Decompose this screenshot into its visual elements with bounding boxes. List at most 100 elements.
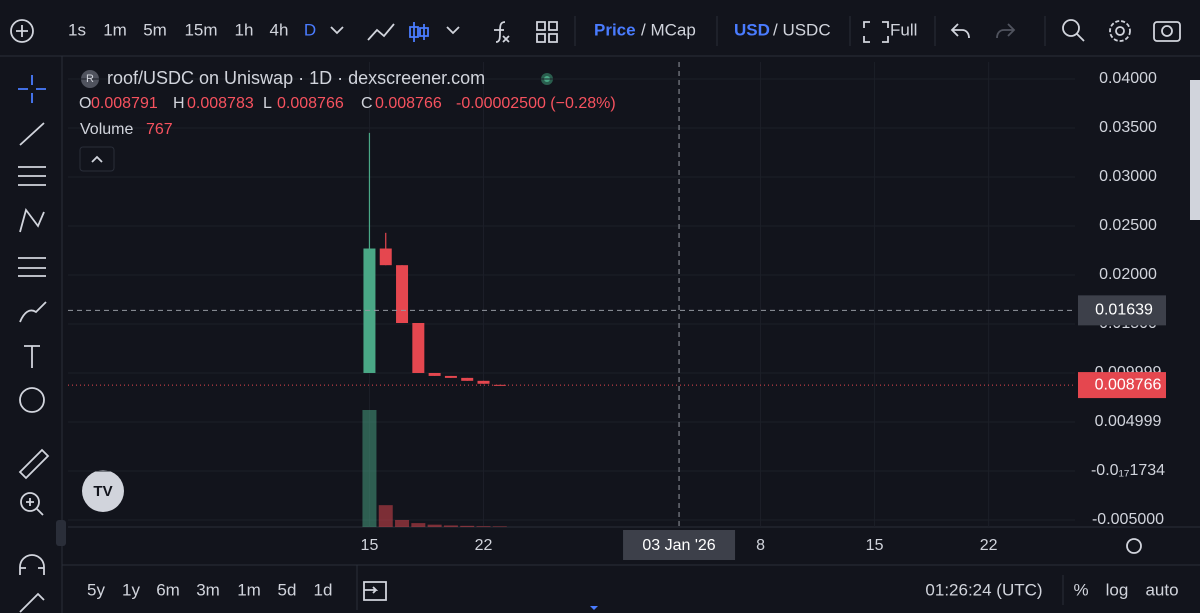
range-button[interactable]: 1d [314, 580, 333, 599]
layout-icon[interactable] [536, 21, 558, 43]
price-toggle[interactable]: Price [594, 20, 636, 39]
range-button[interactable]: 1y [122, 580, 140, 599]
y-tick-label: 0.02000 [1099, 266, 1157, 283]
indicators-icon[interactable] [494, 21, 510, 43]
legend-c-label: C [361, 95, 373, 112]
volume-bar [476, 526, 491, 527]
range-button[interactable]: 5y [87, 580, 105, 599]
legend-o: 0.008791 [91, 95, 158, 112]
x-tick-label: 22 [980, 537, 998, 554]
y-tick-label: 0.004999 [1095, 413, 1162, 430]
clock: 01:26:24 (UTC) [925, 580, 1042, 599]
full-button[interactable]: Full [890, 20, 917, 39]
collapse-sidebar[interactable] [56, 520, 66, 546]
y-tick-label: 0.02500 [1099, 217, 1157, 234]
window-edge [1190, 80, 1200, 220]
candle-body [379, 248, 392, 266]
candle-body [477, 380, 490, 384]
chart-type-dropdown[interactable] [446, 26, 460, 35]
ruler-tool-2[interactable] [19, 592, 45, 613]
zoom-tool[interactable] [20, 492, 40, 512]
range-button[interactable]: 6m [156, 580, 180, 599]
tv-logo[interactable] [82, 470, 124, 512]
alert-icon[interactable] [1062, 19, 1080, 37]
legend-h-label: H [173, 95, 185, 112]
volume-bar [395, 519, 410, 527]
candle-icon[interactable] [409, 22, 429, 42]
add-icon[interactable] [10, 19, 34, 43]
crosshair-tool[interactable] [18, 75, 46, 103]
interval-button[interactable]: 5m [143, 20, 167, 39]
fib-tool[interactable] [18, 166, 46, 186]
interval-button[interactable]: 1m [103, 20, 127, 39]
emoji-tool[interactable] [19, 387, 45, 413]
auto-toggle[interactable]: auto [1145, 580, 1178, 599]
x-tick-label: 15 [866, 537, 884, 554]
range-button[interactable]: 5d [278, 580, 297, 599]
candle-body [444, 375, 457, 378]
range-button[interactable]: 3m [196, 580, 220, 599]
magnet-tool[interactable] [19, 554, 45, 575]
interval-dropdown[interactable] [330, 26, 344, 35]
x-tick-label: 15 [361, 537, 379, 554]
volume-bar [411, 523, 426, 527]
legend-volume: 767 [146, 121, 173, 138]
crosshair-time-badge [623, 530, 736, 560]
candle-body [396, 265, 409, 324]
legend-change: -0.00002500 (−0.28%) [456, 95, 616, 112]
y-tick-label: 0.03500 [1099, 119, 1157, 136]
volume-bar [427, 524, 442, 527]
interval-button[interactable]: 15m [184, 20, 217, 39]
volume-bar [460, 525, 475, 527]
camera-icon[interactable] [1153, 21, 1181, 42]
volume-bar [378, 505, 393, 527]
zoom-tool-handle [26, 498, 44, 516]
brush-tool[interactable] [19, 301, 47, 323]
y-tick-label: -0.005000 [1092, 511, 1164, 528]
axis-settings[interactable] [1126, 538, 1142, 554]
collapse-legend-icon [91, 155, 103, 163]
camera-lens [1161, 25, 1173, 37]
collapse-legend[interactable] [79, 146, 115, 172]
crosshair-time-label: 03 Jan '26 [642, 537, 715, 554]
scroll-marker [590, 606, 598, 610]
last-price-label: 0.008766 [1095, 376, 1162, 393]
undo-icon[interactable] [950, 23, 970, 39]
usd-toggle[interactable]: USD [734, 20, 770, 39]
full-icon[interactable] [863, 21, 889, 43]
percent-toggle[interactable]: % [1073, 580, 1088, 599]
x-tick-label: 22 [475, 537, 493, 554]
alert-icon-handle [1076, 33, 1085, 42]
interval-button[interactable]: 1s [68, 20, 86, 39]
goto-date-icon[interactable] [363, 581, 387, 601]
trendline-tool[interactable] [19, 122, 45, 146]
candle-body [493, 384, 506, 386]
volume-bar [362, 410, 377, 527]
text-tool[interactable] [24, 345, 40, 368]
y-tick-label: 0.04000 [1099, 70, 1157, 87]
interval-button[interactable]: 1h [235, 20, 254, 39]
settings-icon-ring [1109, 20, 1131, 42]
line-chart-icon[interactable] [367, 23, 395, 41]
settings-icon[interactable] [1115, 26, 1125, 36]
mcap-toggle[interactable]: / MCap [641, 20, 696, 39]
interval-button[interactable]: D [304, 20, 316, 39]
ruler-tool[interactable] [18, 448, 50, 480]
range-button[interactable]: 1m [237, 580, 261, 599]
candle-body [461, 377, 474, 381]
usdc-toggle[interactable]: / USDC [773, 20, 831, 39]
log-toggle[interactable]: log [1106, 580, 1129, 599]
pattern-tool[interactable] [19, 207, 45, 233]
tv-logo-mark: TV [93, 483, 112, 500]
legend-o-label: O [79, 95, 91, 112]
crosshair-price-label: 0.01639 [1095, 302, 1153, 319]
legend-l: 0.008766 [277, 95, 344, 112]
redo-icon[interactable] [996, 23, 1016, 39]
prediction-tool[interactable] [18, 257, 46, 277]
legend-h: 0.008783 [187, 95, 254, 112]
interval-button[interactable]: 4h [270, 20, 289, 39]
legend-l-label: L [263, 95, 272, 112]
